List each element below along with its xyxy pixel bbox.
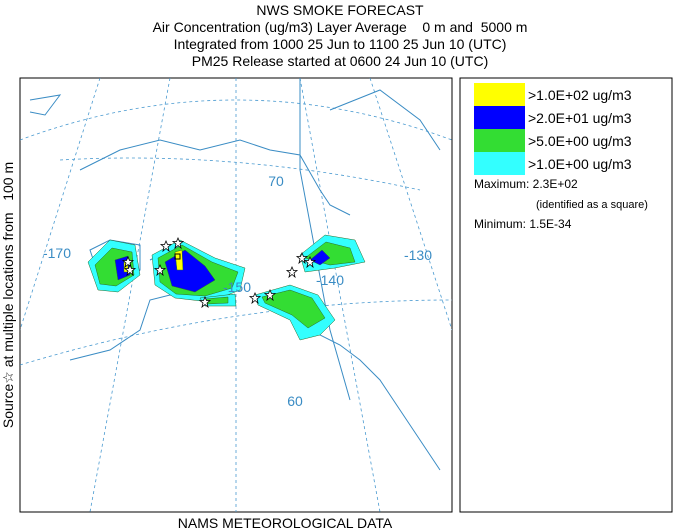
minimum: Minimum: 1.5E-34 bbox=[474, 217, 572, 231]
footer: NAMS METEOROLOGICAL DATA bbox=[178, 515, 393, 531]
map: -170 -150 -140 -130 70 60 bbox=[20, 78, 452, 512]
subtitle: PM25 Release started at 0600 24 Jun 10 (… bbox=[192, 53, 489, 69]
map-label: -140 bbox=[316, 272, 344, 288]
subtitle: Air Concentration (ug/m3) Layer Average … bbox=[153, 19, 528, 35]
map-label: 70 bbox=[268, 173, 284, 189]
legend-label: >2.0E+01 ug/m3 bbox=[528, 110, 632, 126]
map-label: -170 bbox=[43, 245, 71, 261]
legend-label: >1.0E+00 ug/m3 bbox=[528, 156, 632, 172]
source-marker bbox=[285, 265, 299, 279]
graticule bbox=[89, 78, 171, 512]
smoke-plume bbox=[174, 249, 184, 271]
smoke-plume bbox=[309, 249, 331, 266]
legend-swatch bbox=[474, 83, 525, 106]
maximum: Maximum: 2.3E+02 bbox=[474, 177, 578, 191]
side-label: Source☆ at multiple locations from 100 m bbox=[0, 162, 16, 428]
map-label: 60 bbox=[287, 393, 303, 409]
maximum-square bbox=[174, 253, 181, 260]
legend-swatch bbox=[474, 129, 525, 152]
source-marker bbox=[248, 291, 262, 305]
smoke-plume bbox=[261, 289, 326, 329]
legend-swatch bbox=[474, 106, 525, 129]
map-label: -130 bbox=[404, 247, 432, 263]
title: NWS SMOKE FORECAST bbox=[256, 2, 424, 18]
source-marker bbox=[121, 255, 135, 269]
graticule bbox=[369, 78, 452, 331]
source-marker bbox=[303, 255, 317, 269]
source-marker bbox=[295, 251, 309, 265]
graticule bbox=[20, 299, 452, 366]
maximum-note: (identified as a square) bbox=[536, 199, 648, 211]
legend-label: >5.0E+00 ug/m3 bbox=[528, 133, 632, 149]
source-marker bbox=[198, 295, 212, 309]
graticule bbox=[59, 157, 421, 191]
source-marker bbox=[159, 239, 173, 253]
source-marker bbox=[263, 288, 277, 302]
legend-label: >1.0E+02 ug/m3 bbox=[528, 87, 632, 103]
source-marker bbox=[123, 263, 137, 277]
graticule bbox=[20, 99, 452, 141]
graticule bbox=[299, 78, 381, 512]
subtitle: Integrated from 1000 25 Jun to 1100 25 J… bbox=[174, 36, 507, 52]
source-marker bbox=[171, 236, 185, 250]
map-label: -150 bbox=[223, 279, 251, 295]
source-marker bbox=[153, 263, 167, 277]
graticule bbox=[20, 78, 101, 331]
legend-swatch bbox=[474, 152, 525, 175]
